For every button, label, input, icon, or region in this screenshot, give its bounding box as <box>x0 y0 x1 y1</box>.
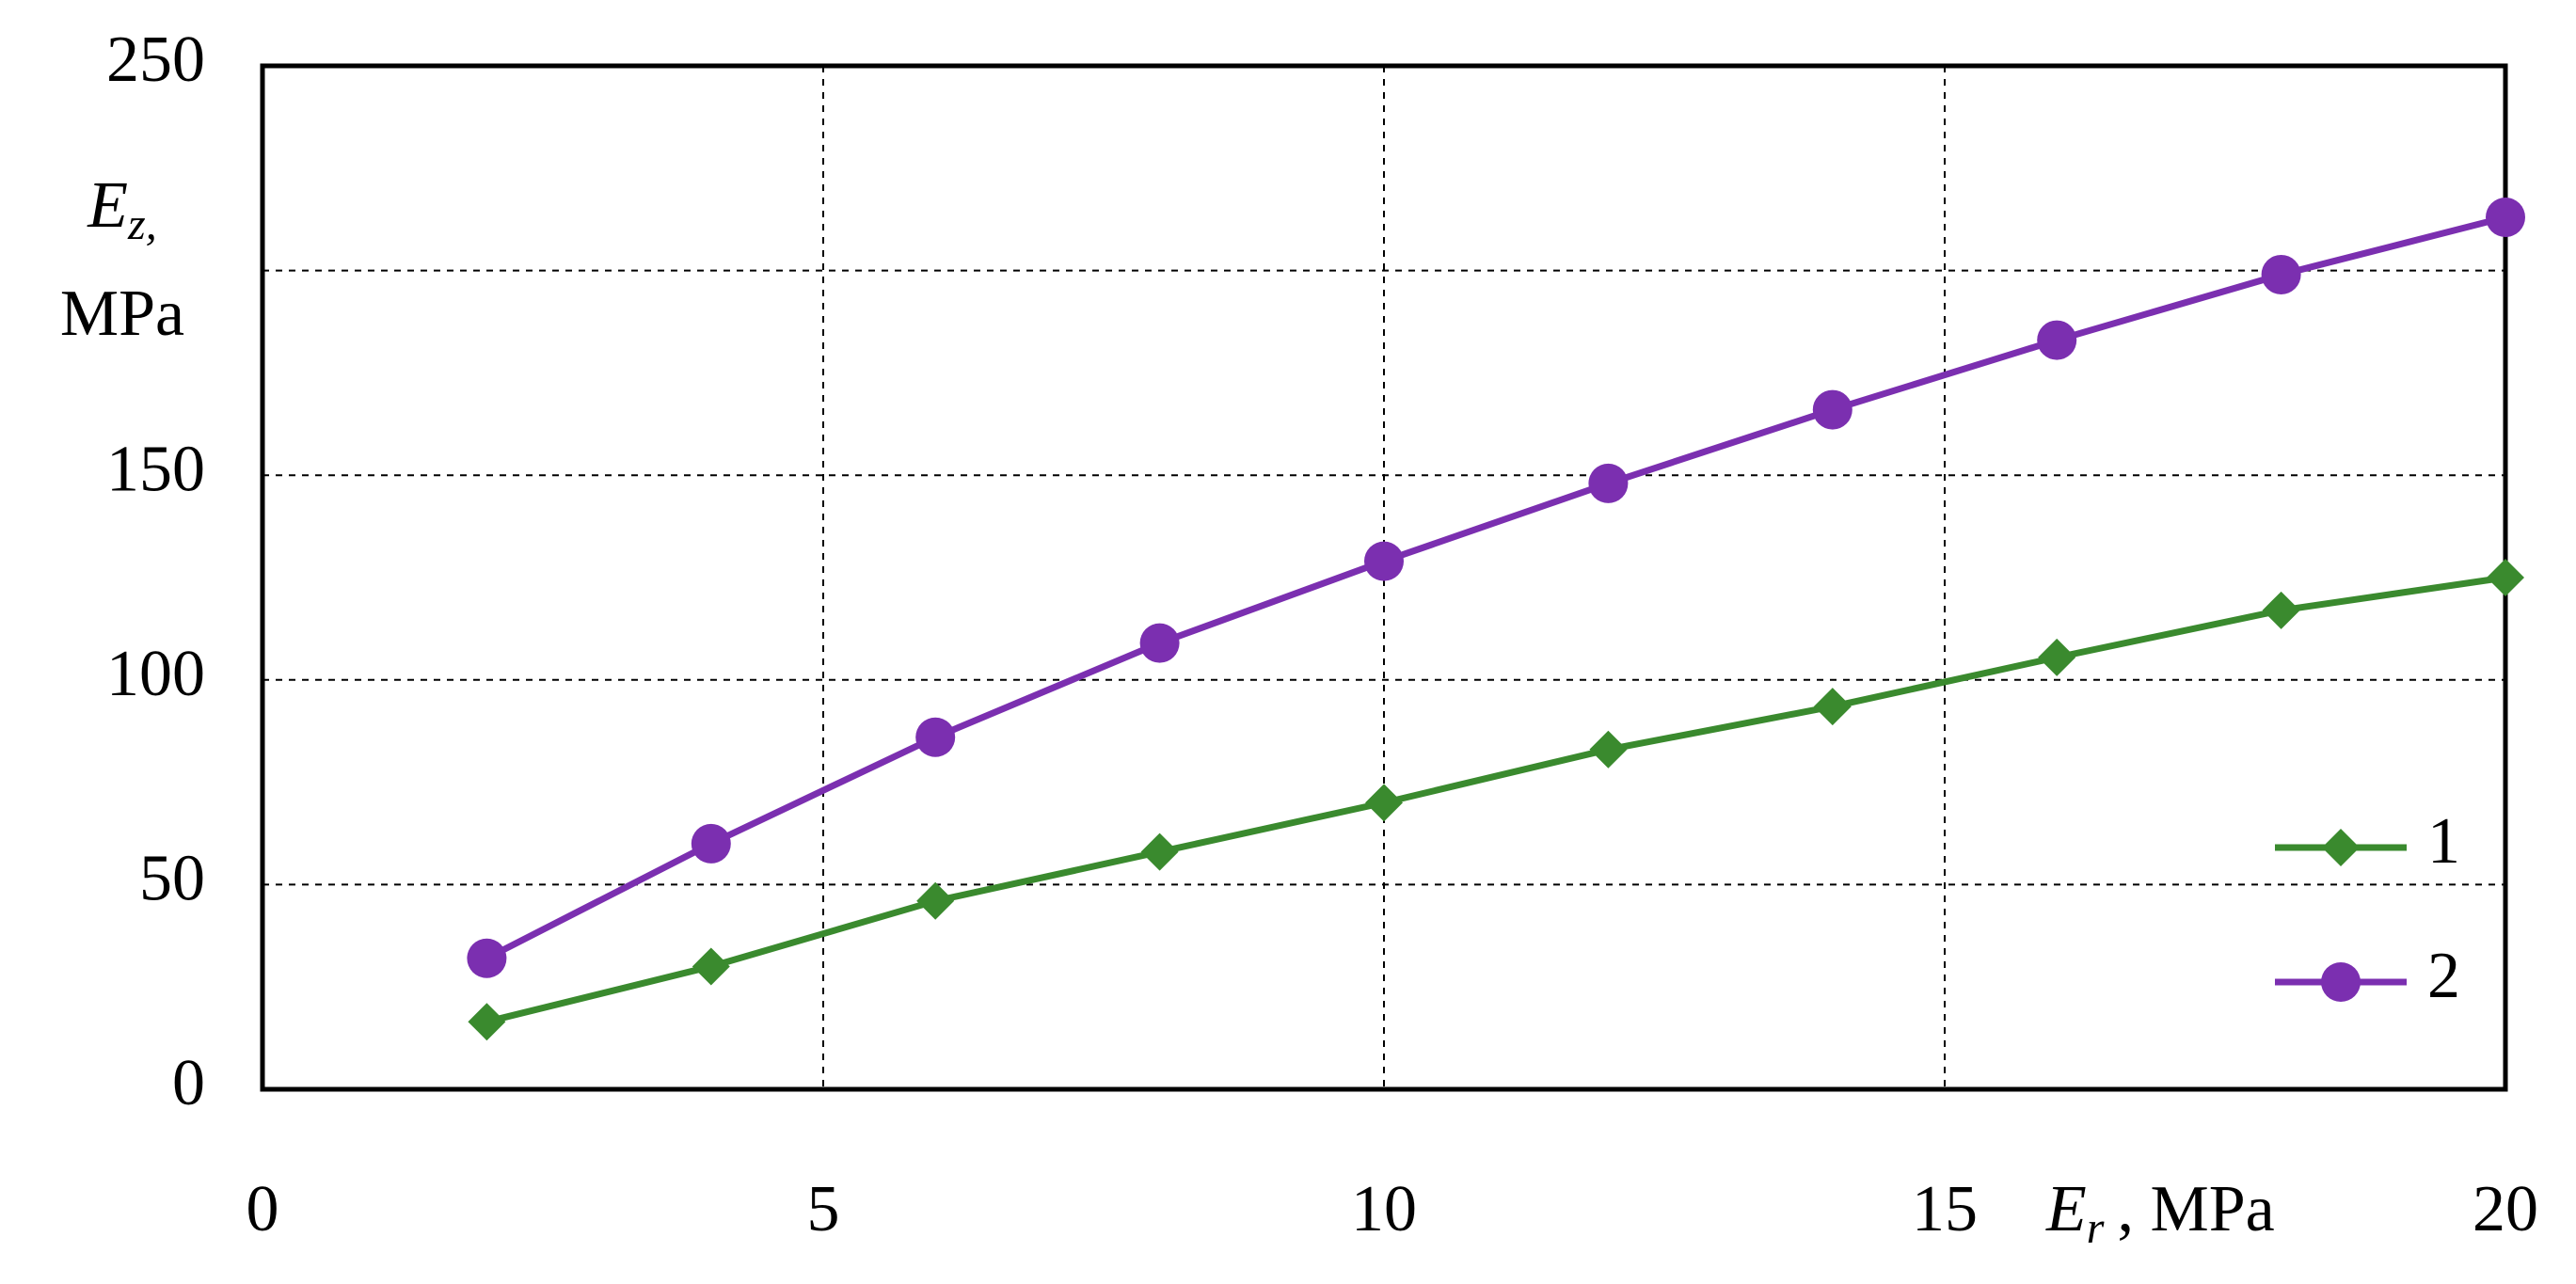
marker <box>468 1003 506 1041</box>
marker <box>1813 688 1852 726</box>
marker <box>1140 832 1179 871</box>
x-tick-label: 20 <box>2473 1173 2538 1245</box>
marker <box>2261 254 2301 294</box>
marker <box>1365 784 1403 822</box>
y-label-symbol: E <box>87 169 128 242</box>
legend-marker <box>2321 962 2361 1002</box>
marker <box>1364 541 1404 581</box>
x-tick-label: 15 <box>1912 1173 1978 1245</box>
series-line <box>485 574 2506 1025</box>
marker <box>691 823 731 864</box>
x-tick-label: 5 <box>807 1173 840 1245</box>
legend-label: 1 <box>2427 805 2460 878</box>
y-axis-label: Ez, <box>87 169 156 249</box>
x-label-subscript: r <box>2087 1203 2105 1253</box>
marker <box>2487 559 2524 596</box>
x-tick-label: 0 <box>246 1173 279 1245</box>
y-tick-label: 0 <box>172 1047 205 1119</box>
marker <box>692 947 730 986</box>
legend-marker <box>2322 829 2360 866</box>
y-tick-label: 250 <box>106 24 205 96</box>
x-tick-label: 10 <box>1351 1173 1417 1245</box>
marker <box>467 938 507 978</box>
marker <box>915 717 956 757</box>
marker <box>2038 638 2076 676</box>
marker <box>2037 320 2077 360</box>
series-line <box>485 214 2506 961</box>
marker <box>916 881 955 920</box>
legend-label: 2 <box>2427 940 2460 1012</box>
marker <box>2486 198 2525 238</box>
x-axis-label: Er, MPa <box>2045 1173 2275 1253</box>
y-label-subscript: z, <box>127 199 157 249</box>
x-label-unit: , MPa <box>2117 1173 2274 1245</box>
marker <box>1139 623 1180 663</box>
y-tick-label: 150 <box>106 433 205 505</box>
x-label-symbol: E <box>2045 1173 2087 1245</box>
y-tick-label: 50 <box>139 842 205 914</box>
y-tick-label: 100 <box>106 638 205 710</box>
marker <box>1589 730 1628 769</box>
marker <box>1812 389 1852 430</box>
marker <box>2262 591 2300 629</box>
y-axis-unit: MPa <box>60 277 184 350</box>
marker <box>1588 463 1629 503</box>
